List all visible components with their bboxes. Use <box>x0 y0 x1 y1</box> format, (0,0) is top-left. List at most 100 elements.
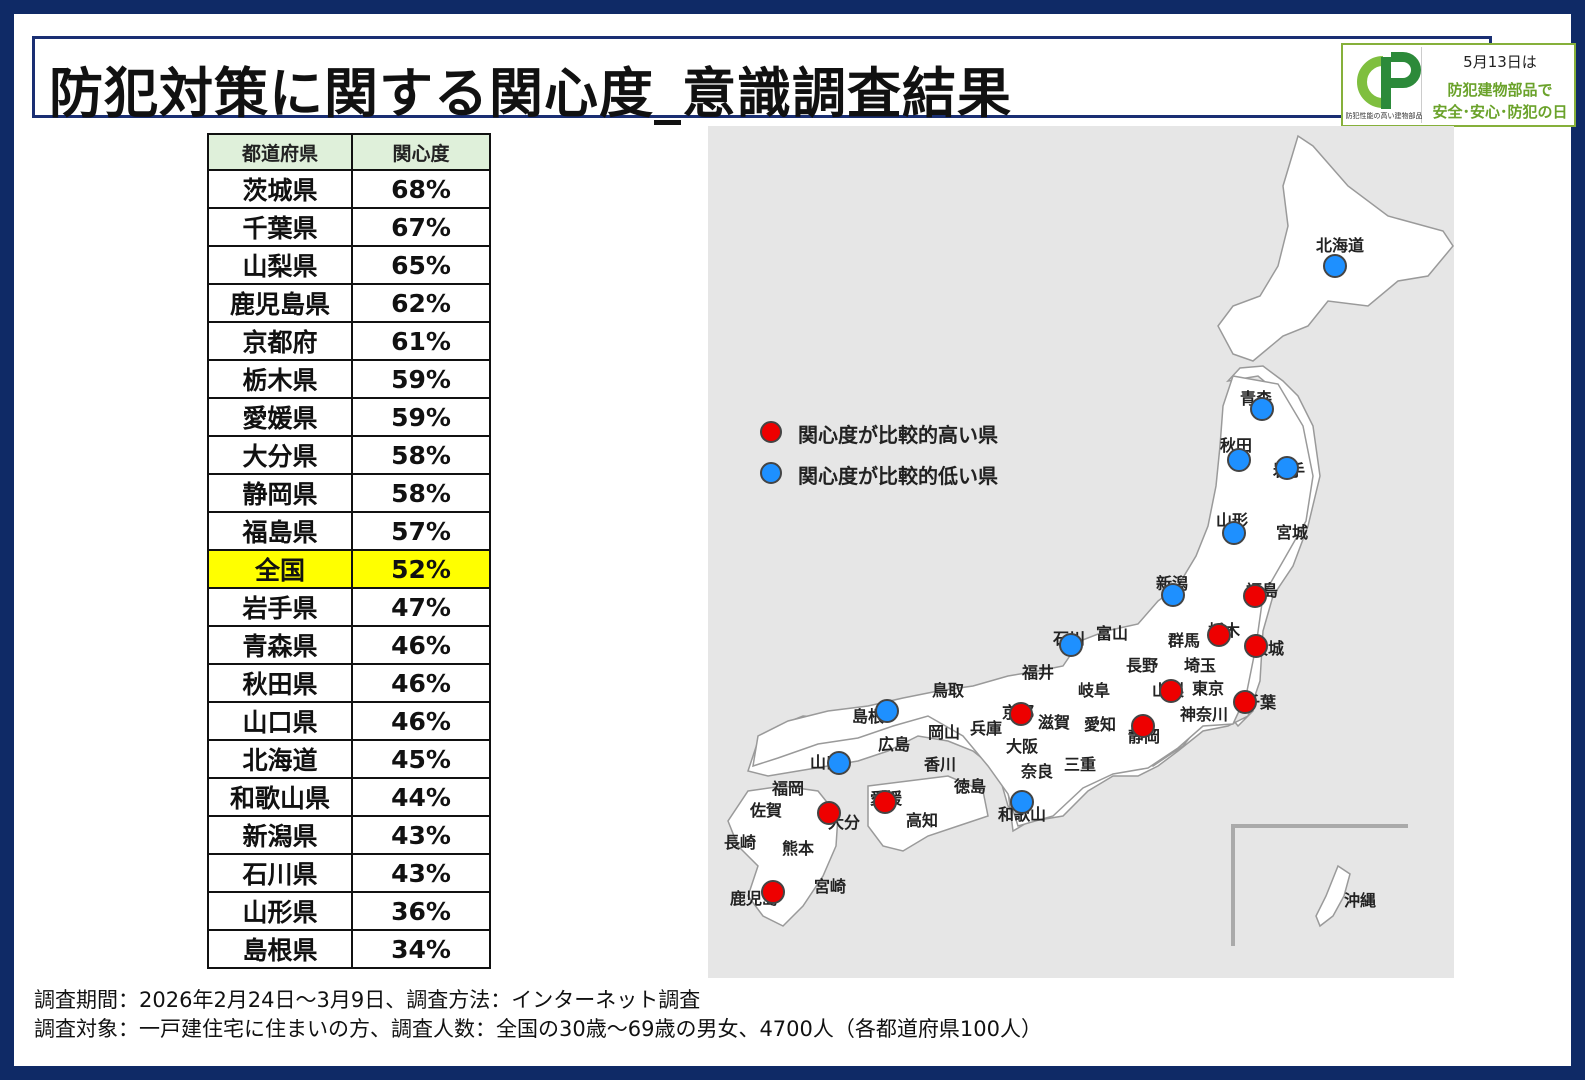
table-row: 秋田県 46% <box>207 663 491 703</box>
table-row: 福島県 57% <box>207 511 491 551</box>
shikoku-shape <box>867 775 989 852</box>
label-toyama: 富山 <box>1096 624 1128 643</box>
cell-prefecture: 秋田県 <box>207 663 353 703</box>
table-row: 茨城県 68% <box>207 169 491 209</box>
cell-value: 46% <box>351 663 491 703</box>
marker-ibaraki <box>1244 634 1268 658</box>
label-hyogo: 兵庫 <box>970 719 1002 738</box>
marker-yamagata <box>1222 521 1246 545</box>
table-row: 和歌山県 44% <box>207 777 491 817</box>
cell-value: 52% <box>351 549 491 589</box>
cp-logo: 防犯性能の高い建物部品 5月13日は 防犯建物部品で 安全･安心･防犯の日 <box>1341 43 1576 127</box>
label-shiga: 滋賀 <box>1038 713 1070 732</box>
label-tokushima: 徳島 <box>953 777 986 796</box>
cell-prefecture: 新潟県 <box>207 815 353 855</box>
cell-value: 57% <box>351 511 491 551</box>
kyushu-shape <box>727 785 839 927</box>
cell-value: 58% <box>351 473 491 513</box>
label-nagasaki: 長崎 <box>724 833 756 852</box>
map-panel: 北海道 青森 秋田 岩手 山形 宮城 新潟 福島 石川 富山 群馬 栃木 茨城 … <box>708 126 1454 978</box>
table-row: 青森県 46% <box>207 625 491 665</box>
ranking-table: 都道府県 関心度 茨城県 68% 千葉県 67% 山梨県 65% 鹿児島県 62% 京都府 61%… <box>207 133 491 969</box>
notes-line2: 調査対象：一戸建住宅に住まいの方、調査人数：全国の30歳～69歳の男女、4700… <box>34 1017 1042 1041</box>
cell-value: 59% <box>351 397 491 437</box>
label-kagawa: 香川 <box>923 755 956 774</box>
okinawa-box <box>1231 824 1408 946</box>
cell-prefecture: 山口県 <box>207 701 353 741</box>
label-saga: 佐賀 <box>749 801 782 820</box>
table-row: 栃木県 59% <box>207 359 491 399</box>
marker-shizuoka <box>1131 714 1155 738</box>
table-row: 愛媛県 59% <box>207 397 491 437</box>
label-gifu: 岐阜 <box>1078 681 1110 700</box>
cell-value: 43% <box>351 815 491 855</box>
cell-prefecture: 北海道 <box>207 739 353 779</box>
table-header-row: 都道府県 関心度 <box>207 133 491 171</box>
logo-line2: 安全･安心･防犯の日 <box>1432 103 1568 121</box>
table-row: 岩手県 47% <box>207 587 491 627</box>
label-miyagi: 宮城 <box>1276 523 1308 542</box>
table-row: 山梨県 65% <box>207 245 491 285</box>
marker-aomori <box>1250 397 1274 421</box>
cell-prefecture: 石川県 <box>207 853 353 893</box>
table-row: 鹿児島県 62% <box>207 283 491 323</box>
legend-high-label: 関心度が比較的高い県 <box>798 423 998 447</box>
label-mie: 三重 <box>1064 755 1096 774</box>
logo-date: 5月13日は <box>1463 53 1537 71</box>
label-saitama: 埼玉 <box>1184 656 1216 675</box>
cell-prefecture: 青森県 <box>207 625 353 665</box>
logo-small-text: 防犯性能の高い建物部品 <box>1345 112 1423 120</box>
cell-prefecture: 栃木県 <box>207 359 353 399</box>
table-row: 新潟県 43% <box>207 815 491 855</box>
marker-kyoto <box>1009 702 1033 726</box>
cell-prefecture: 茨城県 <box>207 169 353 209</box>
cell-prefecture: 鹿児島県 <box>207 283 353 323</box>
cell-value: 45% <box>351 739 491 779</box>
table-body: 茨城県 68% 千葉県 67% 山梨県 65% 鹿児島県 62% 京都府 61% 栃木県 59% 愛媛県… <box>207 169 491 969</box>
cell-prefecture: 千葉県 <box>207 207 353 247</box>
cell-value: 62% <box>351 283 491 323</box>
cell-prefecture: 福島県 <box>207 511 353 551</box>
label-kumamoto: 熊本 <box>782 839 814 858</box>
label-miyazaki: 宮崎 <box>814 877 846 896</box>
cell-prefecture: 愛媛県 <box>207 397 353 437</box>
label-okinawa: 沖縄 <box>1344 891 1376 910</box>
marker-wakayama <box>1010 790 1034 814</box>
marker-yamanashi <box>1159 679 1183 703</box>
marker-shimane <box>875 699 899 723</box>
label-kochi: 高知 <box>906 811 938 830</box>
table-row: 山形県 36% <box>207 891 491 931</box>
cell-prefecture: 岩手県 <box>207 587 353 627</box>
cp-mark-icon: 防犯性能の高い建物部品 <box>1345 47 1423 123</box>
cell-value: 59% <box>351 359 491 399</box>
logo-line1: 防犯建物部品で <box>1447 81 1553 99</box>
cell-value: 34% <box>351 929 491 969</box>
label-fukui: 福井 <box>1021 663 1054 682</box>
cell-prefecture: 島根県 <box>207 929 353 969</box>
label-tokyo: 東京 <box>1192 679 1224 698</box>
label-tottori: 鳥取 <box>932 681 964 700</box>
label-nagano: 長野 <box>1126 656 1158 675</box>
label-gunma: 群馬 <box>1168 631 1200 650</box>
label-wakayama: 和歌山 <box>998 805 1046 824</box>
marker-oita <box>817 801 841 825</box>
cell-value: 58% <box>351 435 491 475</box>
cell-value: 44% <box>351 777 491 817</box>
marker-kagoshima <box>761 880 785 904</box>
cell-prefecture: 山梨県 <box>207 245 353 285</box>
table-row: 京都府 61% <box>207 321 491 361</box>
marker-ehime <box>873 790 897 814</box>
marker-niigata <box>1161 583 1185 607</box>
marker-yamaguchi <box>827 751 851 775</box>
slide-frame: 防犯対策に関する関心度_意識調査結果 防犯性能の高い建物部品 5月13日は 防犯… <box>14 14 1576 1066</box>
label-aichi: 愛知 <box>1084 715 1116 734</box>
okinawa-shape <box>1315 864 1351 928</box>
table-row: 大分県 58% <box>207 435 491 475</box>
cell-prefecture: 静岡県 <box>207 473 353 513</box>
page-title: 防犯対策に関する関心度_意識調査結果 <box>49 62 1012 125</box>
cell-value: 47% <box>351 587 491 627</box>
header-value: 関心度 <box>351 133 491 171</box>
marker-hokkaido <box>1323 254 1347 278</box>
marker-ishikawa <box>1059 633 1083 657</box>
table-row: 北海道 45% <box>207 739 491 779</box>
